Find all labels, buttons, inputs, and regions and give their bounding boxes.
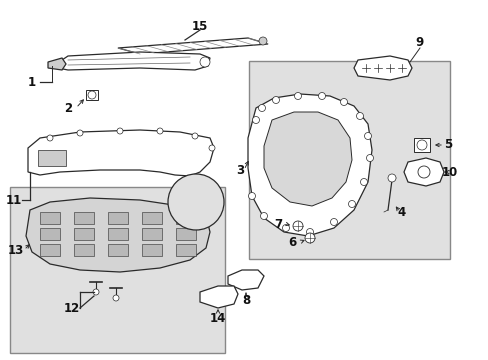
Text: 7: 7 [273, 217, 282, 230]
Polygon shape [58, 52, 209, 70]
Circle shape [88, 91, 96, 99]
Polygon shape [200, 286, 238, 308]
Circle shape [348, 201, 355, 207]
Circle shape [113, 295, 119, 301]
Circle shape [168, 174, 224, 230]
Polygon shape [48, 58, 66, 70]
Circle shape [260, 212, 267, 220]
Text: 14: 14 [209, 311, 226, 324]
Circle shape [356, 112, 363, 120]
Circle shape [305, 233, 314, 243]
Text: 12: 12 [64, 302, 80, 315]
Bar [142, 228, 162, 240]
Bar [142, 244, 162, 256]
Text: 4: 4 [397, 206, 406, 219]
Circle shape [318, 93, 325, 99]
Bar [10, 187, 224, 353]
Bar [74, 228, 94, 240]
Polygon shape [26, 198, 209, 272]
Text: 1: 1 [28, 76, 36, 89]
Circle shape [294, 93, 301, 99]
Circle shape [117, 128, 123, 134]
Text: 11: 11 [6, 194, 22, 207]
Text: 6: 6 [287, 235, 296, 248]
Circle shape [340, 99, 347, 105]
Bar [249, 61, 449, 259]
Bar [40, 228, 60, 240]
Circle shape [258, 104, 265, 112]
Polygon shape [28, 130, 214, 176]
Circle shape [77, 130, 83, 136]
Bar [108, 212, 128, 224]
Text: 2: 2 [64, 102, 72, 114]
Text: 13: 13 [8, 243, 24, 256]
Bar [413, 138, 429, 152]
Circle shape [282, 225, 289, 231]
Circle shape [208, 145, 215, 151]
Bar [40, 212, 60, 224]
Bar [176, 212, 196, 224]
Bar [142, 212, 162, 224]
Bar [74, 244, 94, 256]
Bar [176, 228, 196, 240]
Polygon shape [264, 112, 351, 206]
Polygon shape [247, 94, 371, 236]
Circle shape [248, 193, 255, 199]
Bar [74, 212, 94, 224]
Circle shape [47, 135, 53, 141]
Polygon shape [227, 270, 264, 290]
Bar [108, 228, 128, 240]
Circle shape [416, 140, 426, 150]
Text: 9: 9 [415, 36, 423, 49]
Bar [176, 244, 196, 256]
Circle shape [252, 117, 259, 123]
Circle shape [387, 174, 395, 182]
Text: 8: 8 [242, 293, 250, 306]
Text: 3: 3 [235, 163, 244, 176]
Text: 5: 5 [443, 139, 451, 152]
Bar [38, 150, 66, 166]
Bar [108, 244, 128, 256]
Circle shape [417, 166, 429, 178]
Circle shape [259, 37, 266, 45]
Circle shape [360, 179, 367, 185]
Circle shape [292, 221, 303, 231]
Circle shape [364, 132, 371, 139]
Circle shape [93, 289, 99, 295]
Circle shape [306, 229, 313, 235]
Text: 10: 10 [441, 166, 457, 179]
Circle shape [200, 57, 209, 67]
Circle shape [366, 154, 373, 162]
Circle shape [272, 96, 279, 104]
Polygon shape [403, 158, 443, 186]
Bar [40, 244, 60, 256]
Circle shape [330, 219, 337, 225]
Bar [86, 90, 98, 100]
Circle shape [192, 133, 198, 139]
Polygon shape [353, 56, 411, 80]
Polygon shape [118, 38, 267, 54]
Text: 15: 15 [191, 19, 208, 32]
Circle shape [157, 128, 163, 134]
